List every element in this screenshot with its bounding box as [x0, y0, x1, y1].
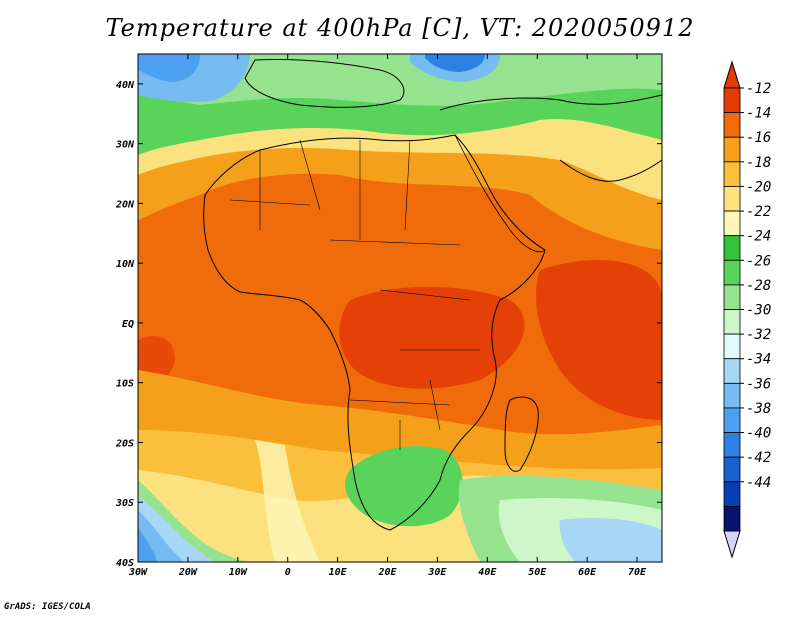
colorbar-over-triangle	[723, 60, 741, 89]
colorbar-label: -24	[746, 229, 771, 245]
colorbar: -12 -14 -16 -18 -20 -22 -24 -26 -28 -30 -32 -34 -36 -…	[723, 60, 771, 559]
colorbar-label: -30	[746, 303, 771, 319]
lon-tick-label: 40E	[478, 567, 497, 578]
colorbar-label: -22	[746, 204, 771, 220]
lat-tick-label: 30S	[115, 498, 134, 509]
colorbar-label: -14	[746, 106, 771, 122]
colorbar-label: -12	[746, 81, 771, 97]
lat-tick-label: 20S	[115, 438, 134, 449]
colorbar-swatch	[723, 358, 741, 384]
colorbar-label: -16	[746, 130, 771, 146]
colorbar-label: -18	[746, 155, 771, 171]
map-axis-ticks: 30W 20W 10W 0 10E 20E 30E 40E 50E 60E 70E 40N 30N 20N…	[115, 54, 662, 578]
lat-tick-label: 10S	[116, 379, 134, 390]
colorbar-label: -26	[746, 253, 771, 269]
lon-tick-label: 0	[285, 567, 291, 578]
lon-tick-label: 20E	[377, 567, 397, 578]
credit-label: GrADS: IGES/COLA	[4, 602, 91, 612]
colorbar-label: -32	[746, 327, 771, 343]
colorbar-swatch	[723, 505, 741, 532]
colorbar-swatch	[723, 309, 741, 335]
colorbar-swatch	[723, 186, 741, 212]
colorbar-swatch	[723, 112, 741, 138]
colorbar-label: -44	[746, 475, 771, 491]
lon-tick-label: 30E	[427, 567, 447, 578]
lat-tick-label: 10N	[116, 259, 135, 270]
lon-tick-label: 60E	[578, 567, 597, 578]
lat-tick-label: 20N	[115, 199, 135, 210]
map-frame	[137, 53, 663, 563]
lat-tick-label: EQ	[122, 319, 134, 330]
colorbar-label: -38	[746, 401, 771, 417]
lat-tick-label: 40S	[116, 558, 134, 569]
colorbar-label: -34	[746, 352, 771, 368]
colorbar-swatch	[723, 136, 741, 163]
lat-tick-label: 40N	[116, 80, 135, 91]
colorbar-swatch	[723, 456, 741, 483]
colorbar-swatch	[723, 210, 741, 237]
lon-tick-label: 30W	[128, 567, 148, 578]
colorbar-swatch	[723, 407, 741, 433]
colorbar-label: -20	[746, 179, 771, 195]
lon-tick-label: 70E	[628, 567, 647, 578]
lon-tick-label: 10W	[229, 567, 248, 578]
colorbar-label: -28	[746, 278, 771, 294]
colorbar-swatch	[723, 284, 741, 310]
lat-tick-label: 30N	[115, 140, 135, 151]
colorbar-label: -36	[746, 376, 771, 392]
colorbar-label: -40	[746, 426, 771, 442]
colorbar-swatch	[723, 333, 741, 360]
colorbar-swatch	[723, 481, 741, 507]
colorbar-label: -42	[746, 450, 771, 466]
map-title: Temperature at 400hPa [C], VT: 202005091…	[105, 14, 695, 42]
colorbar-swatch	[723, 382, 741, 409]
colorbar-swatch	[723, 87, 741, 114]
colorbar-swatch	[723, 432, 741, 458]
lon-tick-label: 10E	[329, 567, 348, 578]
colorbar-swatch	[723, 161, 741, 187]
colorbar-swatch	[723, 259, 741, 286]
colorbar-under-triangle	[723, 530, 741, 559]
colorbar-swatch	[723, 235, 741, 261]
temperature-field	[138, 54, 662, 562]
lon-tick-label: 20W	[178, 567, 198, 578]
lon-tick-label: 50E	[528, 567, 547, 578]
